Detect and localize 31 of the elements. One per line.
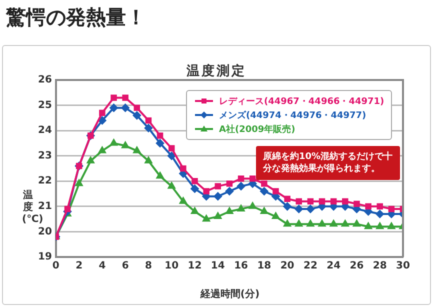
x-tick-label: 26	[350, 260, 364, 272]
legend-label: レディース(44967・44966・44971)	[219, 96, 384, 108]
x-axis-title: 経過時間(分)	[199, 288, 261, 301]
y-tick-label: 24	[38, 125, 52, 136]
y-tick-label: 20	[38, 226, 52, 238]
y-tick-label: 22	[38, 176, 52, 187]
x-tick-label: 22	[303, 260, 318, 272]
x-tick-label: 2	[76, 260, 83, 272]
x-tick-label: 16	[234, 260, 248, 272]
legend-label: メンズ(44974・44976・44977)	[219, 110, 366, 122]
x-tick-label: 0	[52, 260, 60, 272]
y-tick-label: 23	[38, 150, 52, 162]
x-tick-label: 24	[326, 260, 341, 272]
chart-title: 驚愕の発熱量！	[6, 4, 146, 31]
x-tick-label: 14	[210, 260, 225, 272]
x-tick-label: 18	[257, 260, 272, 272]
y-tick-label: 21	[38, 201, 52, 212]
x-tick-label: 28	[372, 260, 387, 272]
chart-subtitle: 温度測定	[186, 64, 246, 79]
y-tick-label: 26	[38, 74, 52, 86]
y-tick-label: 19	[38, 252, 52, 263]
x-tick-label: 8	[144, 260, 152, 272]
y-tick-label: 25	[38, 100, 52, 111]
x-tick-label: 6	[122, 260, 129, 272]
x-tick-label: 20	[280, 260, 294, 272]
legend-label: A社(2009年販売)	[219, 123, 296, 136]
x-tick-label: 10	[164, 260, 179, 272]
annotation: 原綿を約10%混紡するだけで十分な発熱効果が得られます。	[256, 146, 400, 180]
x-tick-label: 12	[188, 260, 202, 272]
x-tick-label: 4	[98, 260, 106, 272]
x-tick-label: 30	[396, 260, 410, 272]
